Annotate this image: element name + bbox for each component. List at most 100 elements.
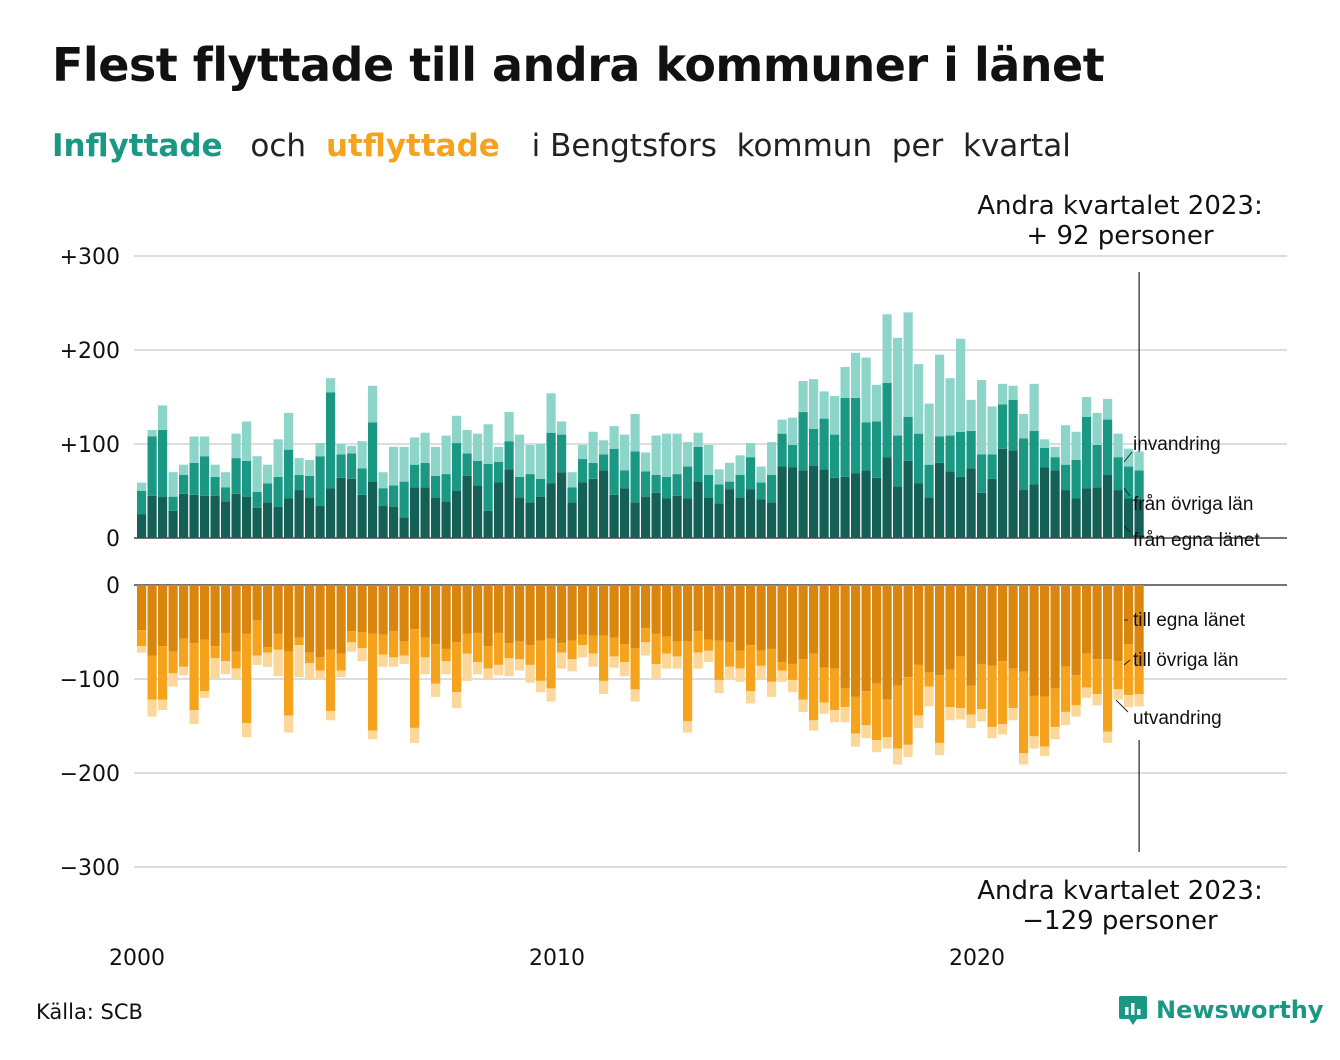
bar-out-own-county bbox=[368, 585, 378, 634]
bar-in-own-county bbox=[242, 496, 252, 538]
series-label-leader bbox=[1123, 487, 1131, 497]
y-tick-label-bottom: −200 bbox=[60, 762, 120, 787]
bar-out-own-county bbox=[357, 585, 367, 632]
bar-out-other-counties bbox=[525, 645, 535, 665]
bar-in-other-counties bbox=[168, 496, 178, 511]
bar-out-own-county bbox=[273, 585, 283, 634]
newsworthy-logo-icon bbox=[1119, 996, 1147, 1025]
bar-in-immigration bbox=[777, 419, 787, 434]
bar-out-other-counties bbox=[1029, 695, 1039, 737]
bar-in-immigration bbox=[746, 443, 756, 458]
bar-out-emigration bbox=[1082, 687, 1092, 698]
bar-out-emigration bbox=[1113, 689, 1123, 700]
bar-out-emigration bbox=[504, 658, 514, 677]
bar-out-other-counties bbox=[945, 669, 955, 708]
bar-in-own-county bbox=[452, 491, 462, 538]
bar-in-immigration bbox=[620, 434, 630, 471]
bar-in-immigration bbox=[651, 435, 661, 476]
series-label-in: invandring bbox=[1133, 434, 1221, 455]
bar-in-other-counties bbox=[189, 462, 199, 495]
bar-out-other-counties bbox=[1082, 653, 1092, 688]
bar-out-emigration bbox=[242, 723, 252, 738]
bar-out-other-counties bbox=[714, 640, 724, 680]
bar-in-own-county bbox=[767, 502, 777, 538]
bar-in-immigration bbox=[767, 442, 777, 476]
bar-in-immigration bbox=[756, 466, 766, 483]
bar-in-other-counties bbox=[158, 429, 168, 497]
bar-out-emigration bbox=[168, 673, 178, 687]
bar-in-other-counties bbox=[777, 433, 787, 467]
bar-out-own-county bbox=[378, 585, 388, 635]
annotation-bottom-line1: Andra kvartalet 2023: bbox=[977, 876, 1262, 906]
bar-out-own-county bbox=[924, 585, 934, 673]
series-label-in: från egna länet bbox=[1133, 530, 1260, 551]
bar-in-own-county bbox=[536, 496, 546, 538]
bar-out-other-counties bbox=[1113, 661, 1123, 690]
bar-out-other-counties bbox=[294, 637, 304, 646]
bar-out-own-county bbox=[914, 585, 924, 665]
bar-in-own-county bbox=[987, 478, 997, 538]
bar-out-other-counties bbox=[378, 634, 388, 655]
bar-out-emigration bbox=[704, 650, 714, 663]
bar-in-immigration bbox=[924, 403, 934, 465]
bar-in-immigration bbox=[504, 412, 514, 442]
bar-out-own-county bbox=[567, 585, 577, 641]
bar-out-emigration bbox=[872, 740, 882, 753]
bar-out-own-county bbox=[767, 585, 777, 649]
bar-in-other-counties bbox=[399, 481, 409, 518]
y-tick-label-bottom: 0 bbox=[106, 574, 120, 599]
bar-in-own-county bbox=[672, 495, 682, 538]
bar-out-own-county bbox=[557, 585, 567, 644]
bar-in-other-counties bbox=[284, 449, 294, 499]
bar-out-emigration bbox=[263, 652, 273, 667]
bar-in-own-county bbox=[725, 489, 735, 538]
bar-out-emigration bbox=[452, 692, 462, 709]
bar-out-own-county bbox=[1029, 585, 1039, 696]
bar-out-own-county bbox=[452, 585, 462, 643]
bar-out-other-counties bbox=[305, 652, 315, 664]
bar-in-immigration bbox=[158, 405, 168, 430]
bar-in-immigration bbox=[252, 456, 262, 492]
bar-out-own-county bbox=[746, 585, 756, 646]
bar-in-immigration bbox=[798, 381, 808, 413]
bar-out-emigration bbox=[1008, 708, 1018, 721]
bar-in-other-counties bbox=[714, 484, 724, 504]
bar-out-emigration bbox=[1071, 705, 1081, 717]
bar-in-own-county bbox=[777, 466, 787, 538]
bar-out-own-county bbox=[966, 585, 976, 686]
subtitle-rest: i Bengtsfors kommun per kvartal bbox=[531, 128, 1071, 164]
bar-in-other-counties bbox=[546, 432, 556, 484]
bar-out-own-county bbox=[536, 585, 546, 641]
bar-in-other-counties bbox=[357, 468, 367, 495]
bar-in-other-counties bbox=[378, 488, 388, 507]
bar-out-emigration bbox=[840, 707, 850, 723]
bar-out-emigration bbox=[1061, 711, 1071, 726]
bar-in-other-counties bbox=[473, 460, 483, 486]
bar-out-emigration bbox=[1050, 726, 1060, 740]
bar-out-emigration bbox=[777, 670, 787, 682]
bar-out-own-county bbox=[1040, 585, 1050, 697]
bar-out-emigration bbox=[861, 725, 871, 739]
bar-out-other-counties bbox=[987, 665, 997, 727]
bar-out-emigration bbox=[830, 710, 840, 723]
bar-in-own-county bbox=[221, 501, 231, 538]
bar-out-other-counties bbox=[557, 643, 567, 653]
bar-in-other-counties bbox=[179, 475, 189, 494]
bar-in-other-counties bbox=[536, 478, 546, 497]
bar-out-own-county bbox=[462, 585, 472, 634]
bar-in-own-county bbox=[830, 477, 840, 538]
bar-out-own-county bbox=[641, 585, 651, 629]
bar-in-immigration bbox=[893, 337, 903, 436]
bar-in-own-county bbox=[315, 506, 325, 538]
bar-in-immigration bbox=[399, 446, 409, 482]
bar-out-own-county bbox=[987, 585, 997, 666]
bar-out-other-counties bbox=[599, 635, 609, 681]
bar-out-emigration bbox=[735, 668, 745, 682]
bar-in-immigration bbox=[630, 413, 640, 452]
bar-in-immigration bbox=[641, 452, 651, 472]
bar-out-other-counties bbox=[336, 653, 346, 671]
bar-in-own-county bbox=[1008, 450, 1018, 538]
bar-in-own-county bbox=[651, 492, 661, 538]
bar-out-emigration bbox=[357, 647, 367, 662]
